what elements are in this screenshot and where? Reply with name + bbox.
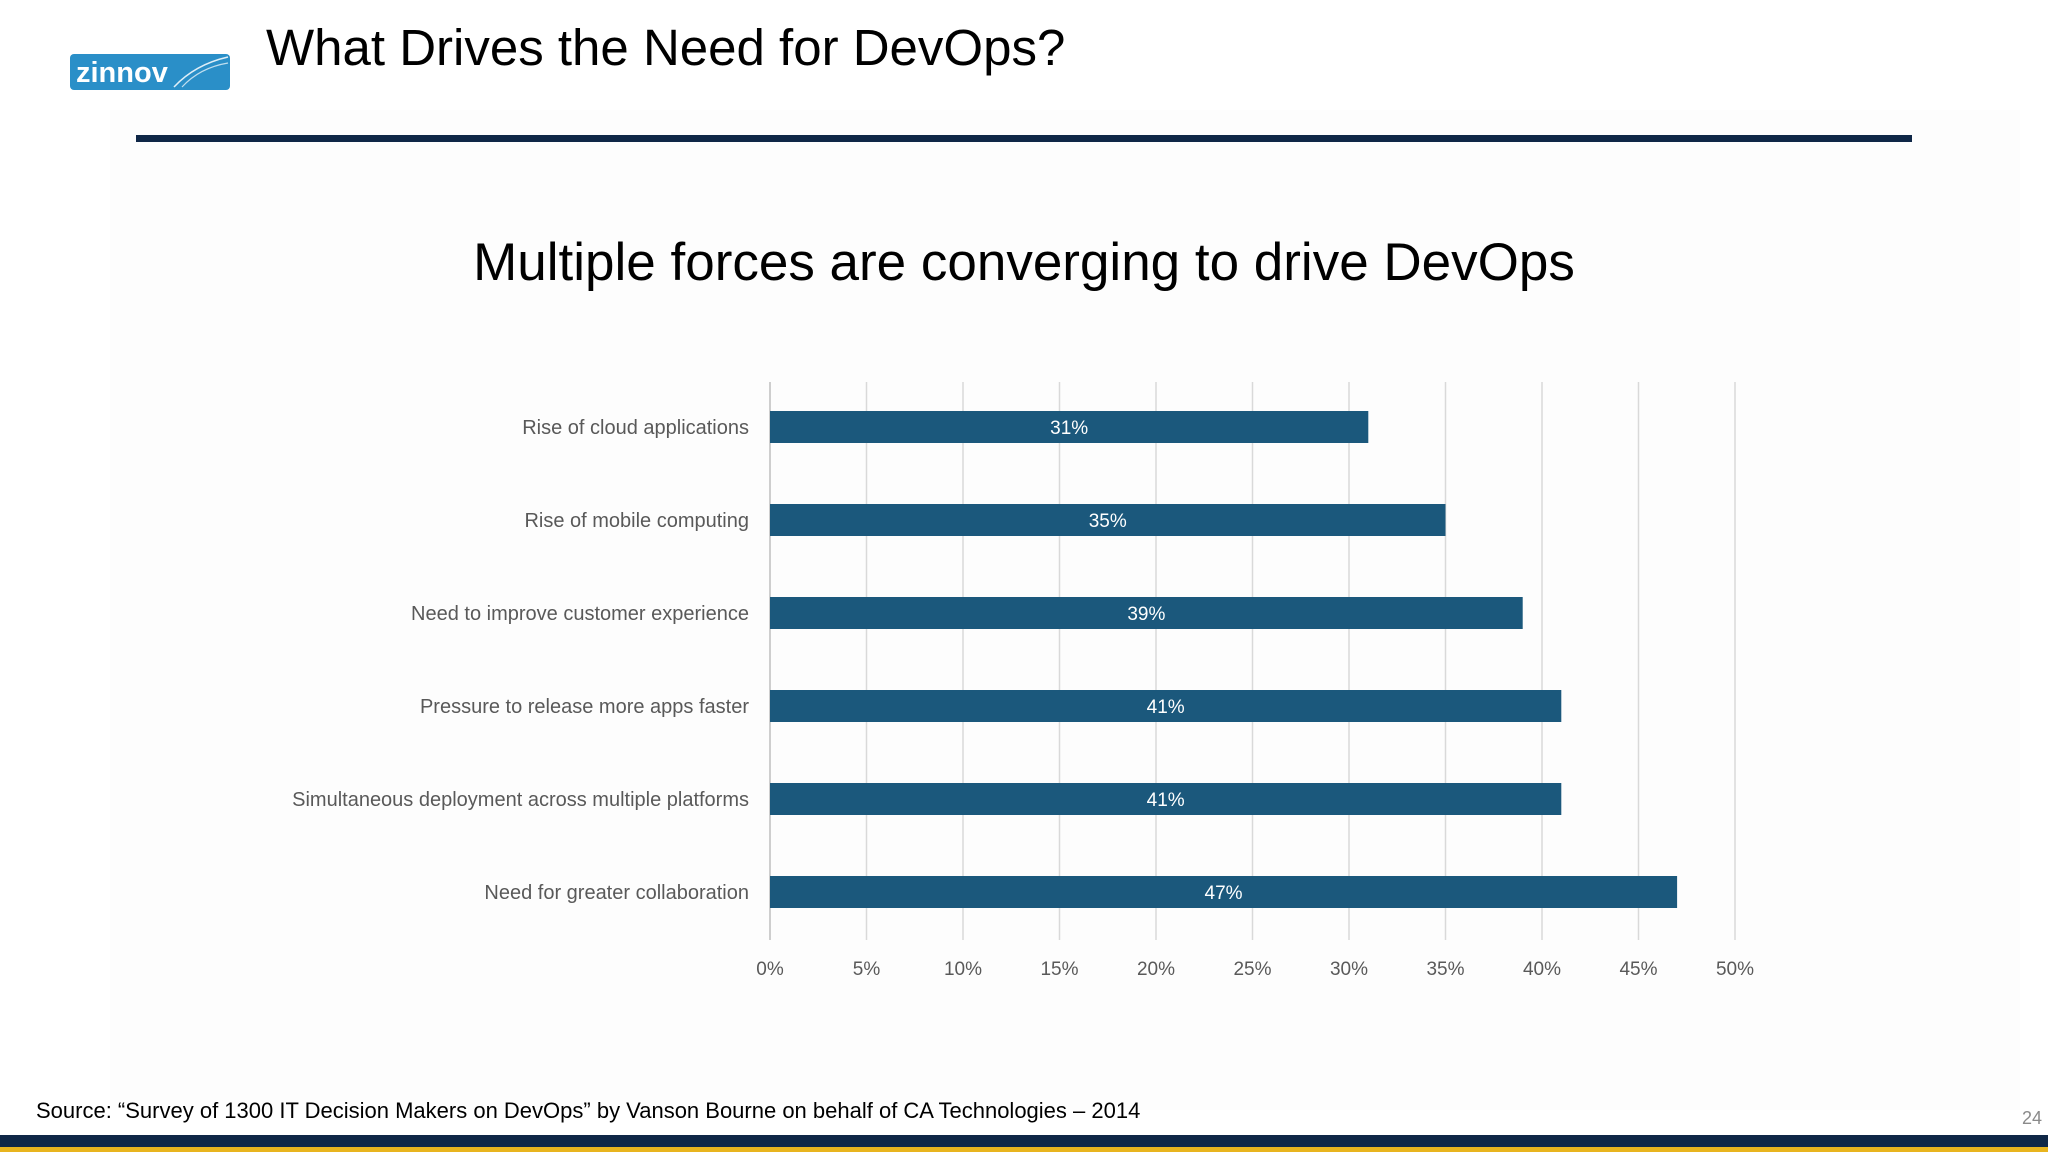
x-tick-label: 50% [1716, 959, 1754, 980]
category-label: Rise of cloud applications [522, 417, 749, 439]
data-label: 35% [1089, 511, 1127, 532]
source-note: Source: “Survey of 1300 IT Decision Make… [36, 1098, 1141, 1123]
footer-accent-band [0, 1147, 2048, 1152]
bar [770, 504, 1446, 536]
x-tick-label: 30% [1330, 959, 1368, 980]
bar [770, 597, 1523, 629]
page-number: 24 [2021, 1108, 2042, 1128]
bar [770, 411, 1369, 443]
data-label: 41% [1147, 790, 1185, 811]
bar [770, 690, 1562, 722]
x-tick-label: 15% [1040, 959, 1078, 980]
x-tick-label: 35% [1426, 959, 1464, 980]
footer-band [0, 1135, 2048, 1147]
data-label: 39% [1127, 604, 1165, 625]
x-tick-label: 45% [1619, 959, 1657, 980]
chart-title: Multiple forces are converging to drive … [473, 233, 1575, 292]
category-label: Simultaneous deployment across multiple … [292, 789, 749, 811]
data-label: 31% [1050, 418, 1088, 439]
category-label: Rise of mobile computing [524, 510, 749, 532]
slide-title: What Drives the Need for DevOps? [266, 19, 1066, 76]
logo-text: zinnov [76, 57, 168, 89]
x-tick-label: 0% [756, 959, 784, 980]
x-tick-label: 10% [944, 959, 982, 980]
x-tick-label: 40% [1523, 959, 1561, 980]
x-tick-label: 5% [853, 959, 881, 980]
zinnov-logo: zinnov [70, 54, 230, 90]
bar [770, 783, 1562, 815]
data-label: 47% [1205, 883, 1243, 904]
bar [770, 876, 1678, 908]
category-label: Pressure to release more apps faster [420, 696, 749, 718]
x-tick-label: 25% [1233, 959, 1271, 980]
x-tick-label: 20% [1137, 959, 1175, 980]
title-rule [136, 135, 1912, 142]
data-label: 41% [1147, 697, 1185, 718]
category-label: Need to improve customer experience [411, 603, 749, 625]
category-label: Need for greater collaboration [484, 882, 749, 904]
